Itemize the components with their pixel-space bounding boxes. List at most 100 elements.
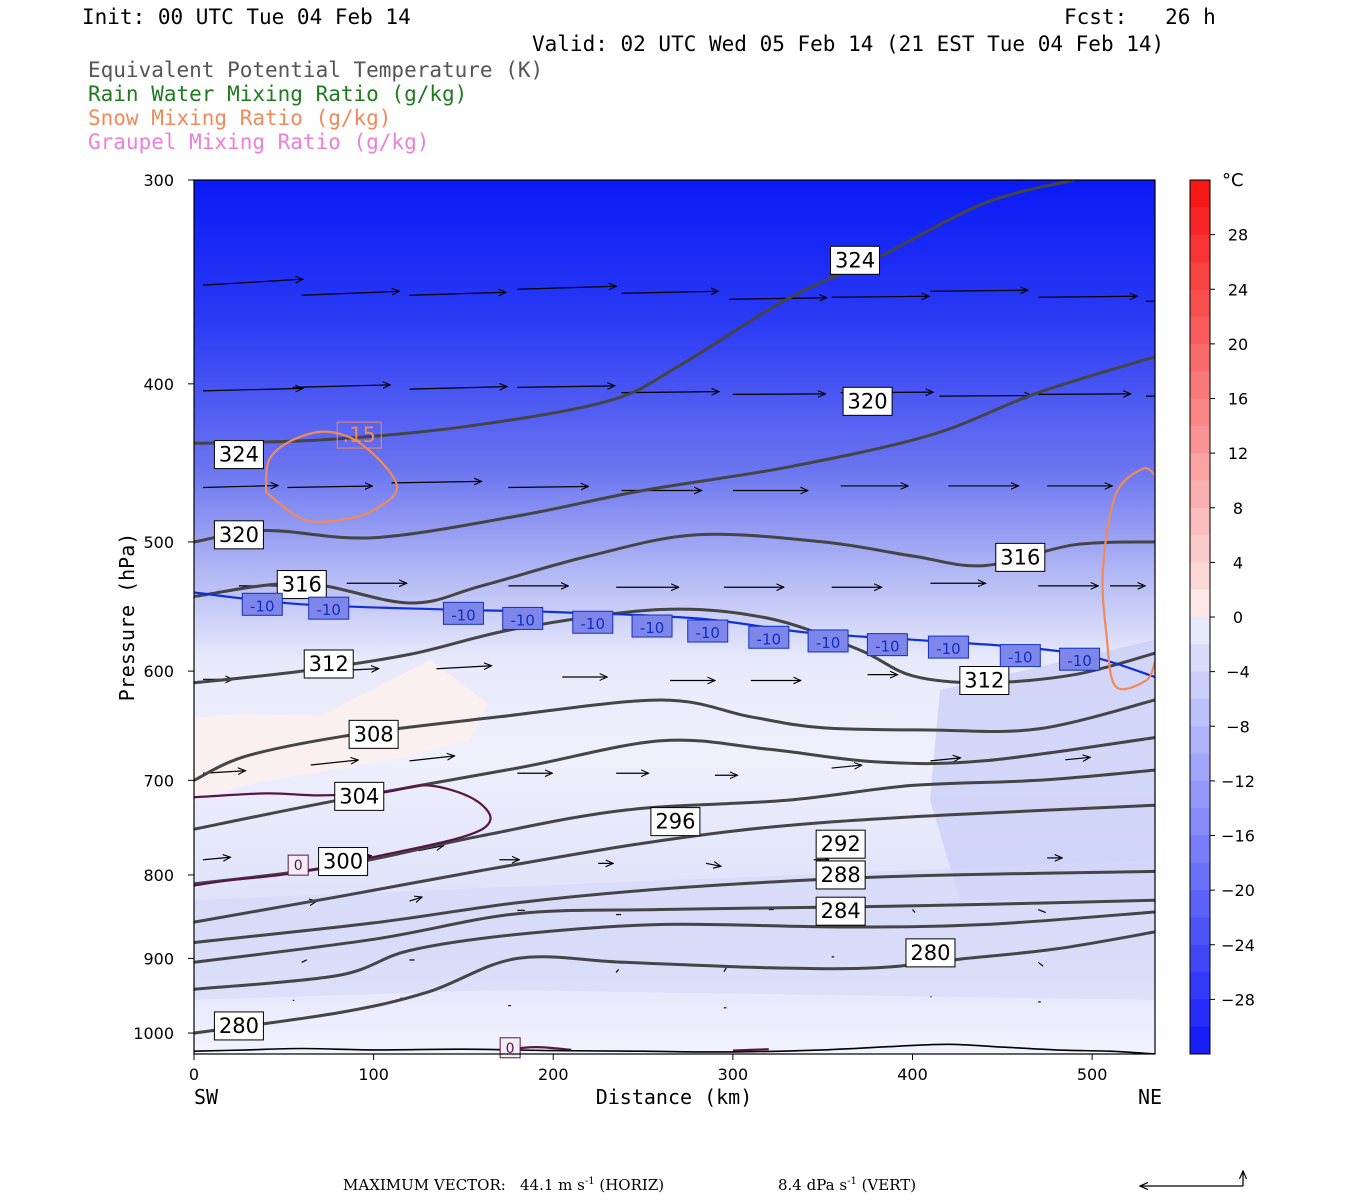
theta-e-label: 308	[348, 719, 399, 749]
theta-e-label-text: 316	[1000, 545, 1040, 569]
x-tick-label: 400	[897, 1065, 928, 1084]
y-tick-label: 500	[143, 533, 174, 552]
theta-e-contour-288	[194, 898, 1155, 964]
wind-vector	[391, 481, 482, 483]
isotherm-label-text: -10	[510, 611, 535, 629]
colorbar-segment	[1190, 289, 1210, 318]
vert-value: 8.4 dPa s	[778, 1176, 848, 1194]
theta-e-label-text: 288	[821, 863, 861, 887]
isotherm-label-box	[687, 619, 729, 643]
theta-e-label: 320	[213, 520, 264, 550]
y-tick-label: 600	[143, 662, 174, 681]
theta-e-label-box	[830, 245, 881, 275]
y-tick-label: 800	[143, 866, 174, 885]
isotherm-label-box	[999, 644, 1041, 668]
wind-vector	[1038, 908, 1046, 914]
isotherm-label-text: -10	[936, 640, 961, 658]
theta-e-label-text: 304	[339, 784, 379, 808]
contour-labels: 324 324 320 320 316 316 312 312 308 304 300 296 292 2…	[213, 245, 1101, 1059]
theta-e-label-text: 324	[219, 443, 259, 467]
horiz-value: 44.1 m s	[520, 1176, 585, 1194]
wind-vector	[287, 486, 372, 488]
wind-vector	[409, 897, 423, 901]
theta-e-label-box	[303, 649, 354, 679]
colorbar-segment	[1190, 671, 1210, 700]
x-tick-label: 0	[189, 1065, 199, 1084]
y-tick-label: 1000	[133, 1024, 174, 1043]
wind-vector	[1038, 394, 1131, 395]
y-tick-label: 400	[143, 375, 174, 394]
wind-vector	[202, 279, 303, 286]
colorbar-segment	[1190, 999, 1210, 1028]
isotherm-label: -10	[927, 635, 969, 659]
isotherm-label-box	[807, 629, 849, 653]
theta-e-label: 312	[959, 666, 1010, 696]
theta-e-label-text: 284	[821, 899, 861, 923]
terrain-line	[194, 1043, 1155, 1054]
max-vector-caption: MAXIMUM VECTOR:	[343, 1176, 506, 1194]
theta-e-label: 320	[842, 386, 893, 416]
wind-vector	[621, 291, 719, 293]
isotherm-label-text: -10	[1008, 649, 1033, 667]
theta-e-label-text: 316	[282, 573, 322, 597]
theta-e-label: 316	[276, 570, 327, 600]
isotherm-label: -10	[572, 610, 614, 634]
isotherm-label-box	[572, 610, 614, 634]
colorbar-tick-label: 0	[1233, 608, 1243, 627]
colorbar-segment	[1190, 644, 1210, 673]
theta-e-label-text: 280	[219, 1014, 259, 1038]
isotherm-label-text: -10	[316, 601, 341, 619]
isotherm-label-box	[442, 601, 484, 625]
horiz-unit: (HORIZ)	[594, 1176, 665, 1194]
isotherm-label-box	[1059, 647, 1101, 671]
isotherm-label-box	[241, 592, 283, 616]
snow-label: .15	[336, 421, 382, 449]
x-tick-label: 200	[538, 1065, 569, 1084]
reference-vector	[1140, 1171, 1243, 1186]
rain-label: 0	[287, 854, 309, 876]
terrain-line	[194, 1043, 1155, 1054]
wind-vector	[705, 863, 721, 866]
wind-vector	[831, 296, 930, 297]
colorbar-segment	[1190, 698, 1210, 727]
colorbar-segment	[1190, 835, 1210, 864]
theta-e-label: 312	[303, 649, 354, 679]
theta-e-contour-296	[194, 803, 1155, 924]
wind-vector	[517, 286, 616, 289]
theta-e-label-box	[815, 896, 866, 926]
theta-e-label-box	[842, 386, 893, 416]
colorbar-tick-label: −12	[1221, 772, 1255, 791]
colorbar-segment	[1190, 207, 1210, 236]
wind-vector	[723, 967, 727, 972]
theta-e-label-text: 308	[354, 722, 394, 746]
theta-e-contour-292	[194, 869, 1155, 944]
colorbar-tick-label: 16	[1228, 390, 1248, 409]
colorbar-segment	[1190, 371, 1210, 399]
colorbar-tick-label: −16	[1221, 827, 1255, 846]
wind-vector	[615, 969, 620, 973]
wind-vector	[621, 392, 720, 393]
wind-vector	[301, 959, 308, 963]
isotherm-label: -10	[687, 619, 729, 643]
wind-vector	[508, 486, 588, 487]
colorbar-segment	[1190, 180, 1210, 208]
theta-e-label: 300	[318, 847, 369, 877]
x-tick-label: 100	[358, 1065, 389, 1084]
wind-vector	[517, 386, 615, 388]
theta-e-label-box	[905, 938, 956, 968]
isotherm-label-text: -10	[451, 606, 476, 624]
theta-e-label-text: 300	[323, 850, 363, 874]
max-vector-label: MAXIMUM VECTOR:	[343, 1176, 506, 1194]
y-tick-label: 900	[143, 949, 174, 968]
theta-e-label-box	[276, 570, 327, 600]
theta-e-label-box	[213, 440, 264, 470]
colorbar-tick-label: 24	[1228, 280, 1248, 299]
isotherm-label-box	[748, 625, 790, 649]
isotherm-label-text: -10	[1067, 652, 1092, 670]
theta-e-label-box	[650, 807, 701, 837]
x-axis: 0 100 200 300 400 500	[189, 1054, 1107, 1084]
plot-frame	[193, 179, 1156, 1055]
colorbar-tick-label: 20	[1228, 335, 1248, 354]
legend-graupel: Graupel Mixing Ratio (g/kg)	[88, 130, 430, 154]
